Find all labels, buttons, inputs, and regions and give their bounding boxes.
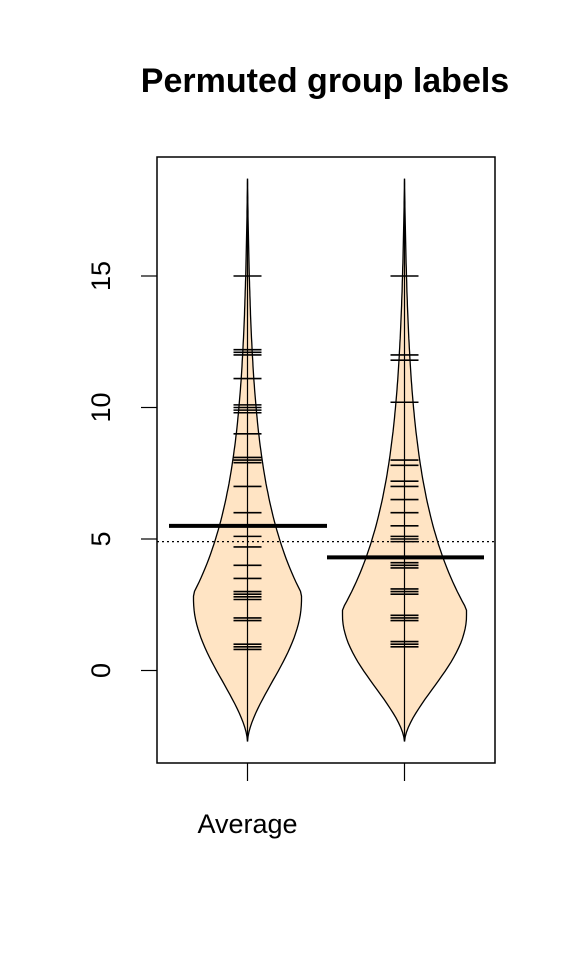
y-tick-label-15: 15 bbox=[86, 261, 116, 291]
x-tick-label-1: Average bbox=[197, 809, 297, 839]
plot-area bbox=[157, 178, 495, 742]
plot-frame bbox=[156, 156, 496, 764]
chart-title: Permuted group labels bbox=[141, 62, 509, 100]
y-tick-label-10: 10 bbox=[86, 392, 116, 422]
y-tick-label-5: 5 bbox=[86, 531, 116, 546]
y-tick-label-0: 0 bbox=[86, 663, 116, 678]
axes: 0 5 10 15 Average bbox=[86, 261, 406, 839]
